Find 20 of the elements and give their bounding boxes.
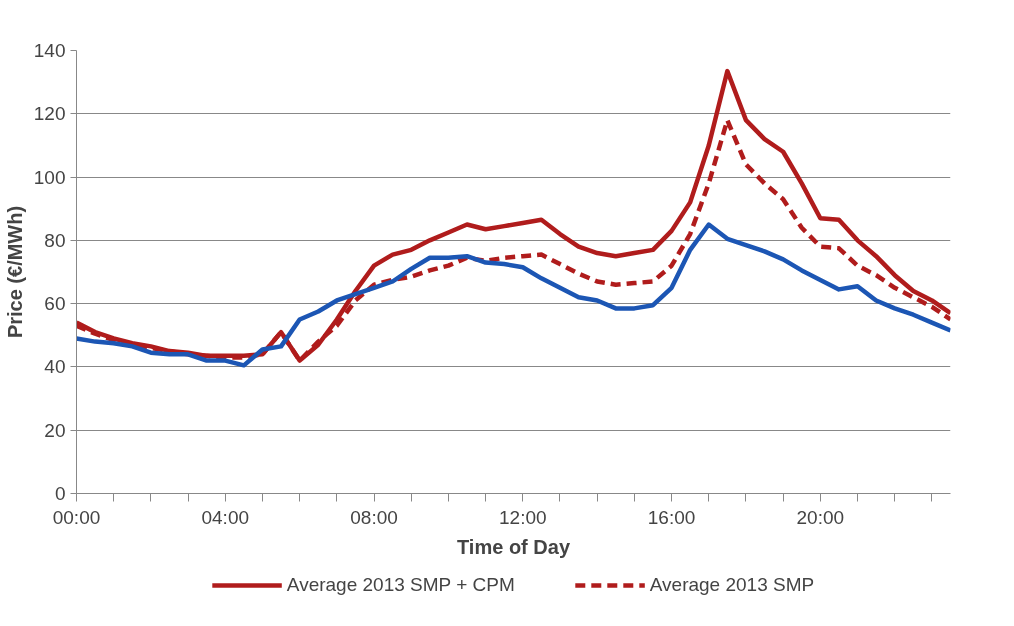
x-tick-label: 04:00: [201, 506, 250, 528]
x-tick-label: 20:00: [796, 506, 845, 528]
y-tick-label: 0: [54, 483, 66, 504]
y-tick-label: 80: [44, 229, 66, 251]
y-tick-label: 120: [33, 103, 66, 125]
x-tick-label: 16:00: [647, 506, 696, 528]
legend-label: Average 2013 SMP + CPM: [286, 574, 515, 596]
line-series: [76, 222, 951, 368]
x-axis-title: Time of Day: [457, 535, 571, 558]
y-tick-label: 60: [44, 293, 66, 315]
y-axis-title: Price (€/MWh): [3, 205, 26, 339]
y-tick-label: 20: [44, 419, 66, 441]
x-tick-label: 00:00: [52, 506, 101, 528]
y-tick-label: 140: [33, 40, 66, 61]
legend-label: Average 2013 SMP: [649, 574, 815, 596]
y-tick-label: 40: [44, 356, 66, 378]
x-tick-label: 08:00: [350, 506, 398, 528]
x-tick-label: 12:00: [499, 506, 547, 528]
line-series: [76, 68, 951, 363]
y-tick-label: 100: [33, 166, 66, 188]
